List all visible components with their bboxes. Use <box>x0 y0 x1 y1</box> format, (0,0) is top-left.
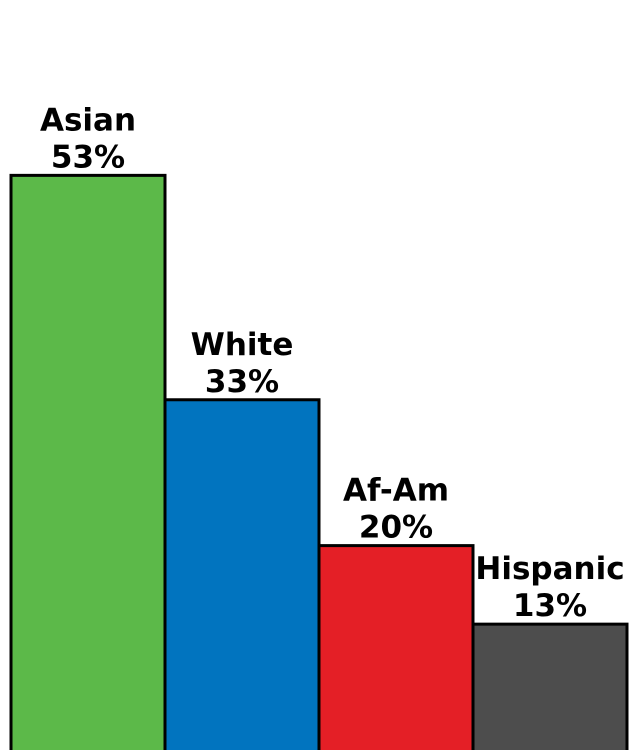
category-label-asian: Asian <box>40 102 136 138</box>
value-label-hispanic: 13% <box>513 588 587 624</box>
category-label-hispanic: Hispanic <box>475 551 624 587</box>
bar-white <box>163 398 321 750</box>
bars-group <box>9 173 629 750</box>
category-label-white: White <box>191 327 294 363</box>
bar-hispanic <box>471 622 629 750</box>
bar-asian <box>9 173 167 750</box>
category-label-af-am: Af-Am <box>343 473 449 509</box>
value-label-asian: 53% <box>51 139 125 175</box>
bar-af-am <box>317 544 475 750</box>
value-label-white: 33% <box>205 364 279 400</box>
value-label-af-am: 20% <box>359 510 433 546</box>
